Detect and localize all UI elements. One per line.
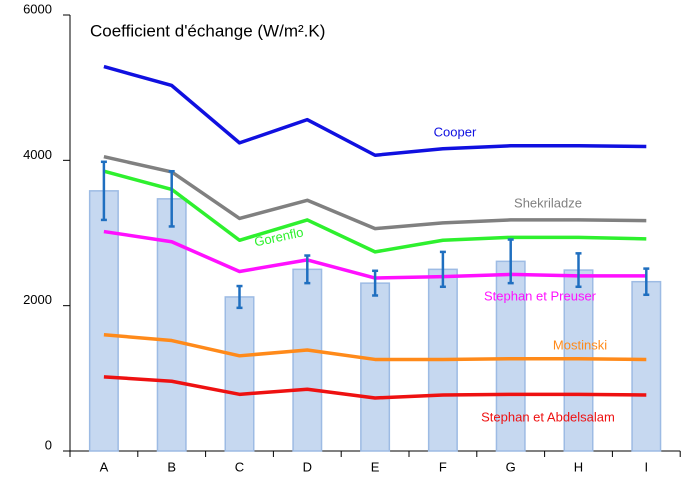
x-tick-label: C (235, 459, 244, 474)
x-tick-label: H (574, 459, 583, 474)
series-label: Cooper (434, 124, 477, 139)
line-series (103, 169, 647, 254)
bar (88, 190, 119, 452)
line-series (103, 154, 647, 231)
error-bar (643, 267, 650, 297)
error-bar (507, 238, 514, 285)
chart-title: Coefficient d'échange (W/m².K) (90, 21, 325, 40)
series-label: Stephan et Preuser (484, 288, 597, 303)
bar (156, 198, 187, 452)
bar (360, 282, 391, 452)
error-bar (304, 254, 311, 285)
x-tick-label: A (100, 459, 109, 474)
series-label: Stephan et Abdelsalam (481, 409, 615, 424)
x-tick-label: I (644, 459, 648, 474)
y-tick-label: 6000 (23, 1, 52, 16)
x-tick-label: G (506, 459, 516, 474)
y-tick-label: 2000 (23, 292, 52, 307)
error-bar (100, 160, 107, 222)
x-tick-label: F (439, 459, 447, 474)
line-series (103, 64, 647, 157)
bar (631, 280, 662, 452)
error-bar (575, 252, 582, 289)
series-label: Mostinski (553, 337, 607, 352)
line-series (103, 375, 647, 400)
y-tick-label: 0 (45, 437, 52, 452)
line-series (103, 332, 647, 362)
error-bar (168, 169, 175, 228)
error-bar (236, 284, 243, 310)
bar (292, 268, 323, 452)
x-tick-label: D (303, 459, 312, 474)
x-tick-label: B (167, 459, 176, 474)
error-bar (439, 250, 446, 289)
y-tick-label: 4000 (23, 147, 52, 162)
error-bar (372, 269, 379, 297)
bar (224, 296, 255, 452)
x-tick-label: E (371, 459, 380, 474)
series-label: Shekriladze (514, 195, 582, 210)
